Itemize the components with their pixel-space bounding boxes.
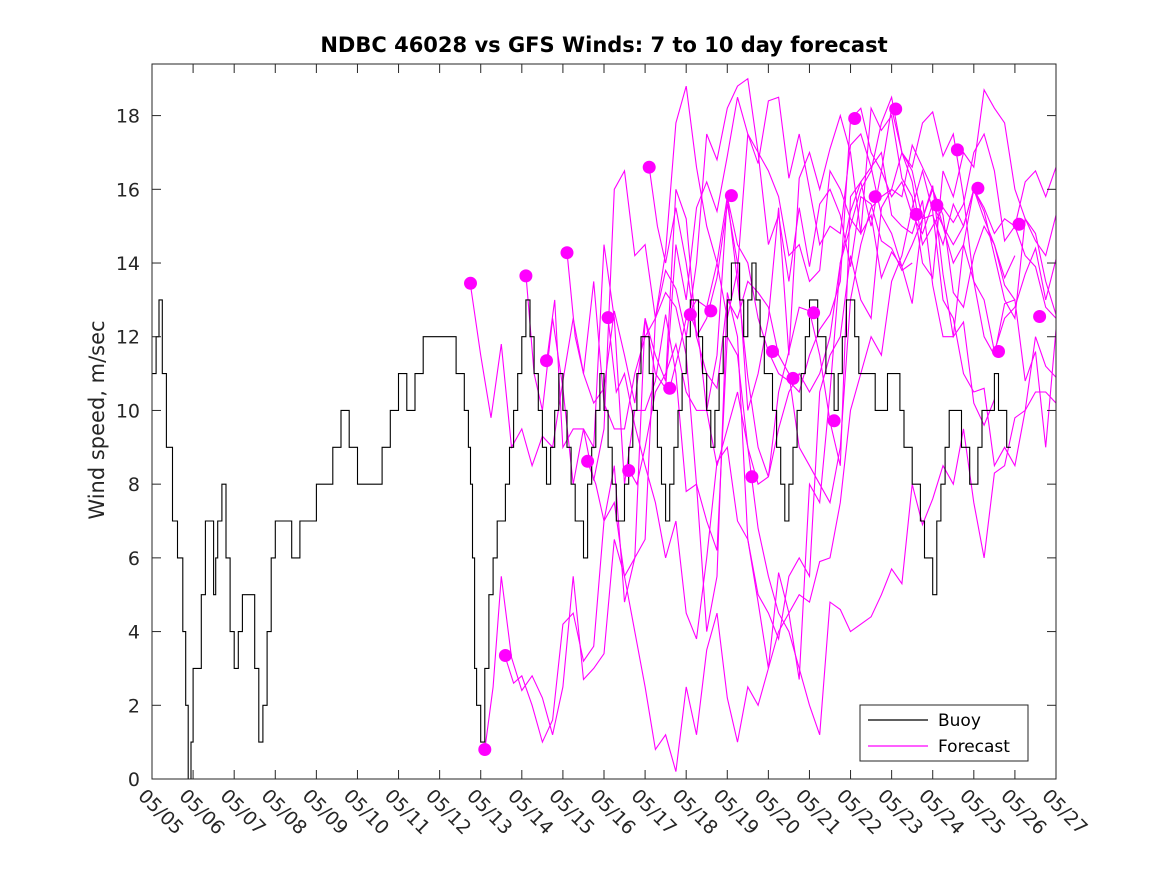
legend-box xyxy=(859,704,1029,762)
y-tick-label: 10 xyxy=(116,400,140,422)
forecast-marker-13 xyxy=(704,304,718,318)
y-tick-label: 18 xyxy=(116,106,140,128)
forecast-marker-6 xyxy=(560,246,574,260)
forecast-markers-group xyxy=(464,102,1047,756)
forecast-line-3 xyxy=(504,113,995,744)
forecast-marker-22 xyxy=(889,102,903,116)
forecast-marker-25 xyxy=(950,143,964,157)
forecast-marker-14 xyxy=(724,189,738,203)
forecast-marker-20 xyxy=(848,112,862,125)
y-tick-label: 14 xyxy=(116,253,140,275)
forecast-marker-12 xyxy=(683,308,697,322)
y-tick-label: 4 xyxy=(128,622,140,644)
y-tick-label: 16 xyxy=(116,179,140,201)
forecast-marker-11 xyxy=(663,381,677,395)
y-tick-label: 12 xyxy=(116,327,140,349)
forecast-marker-27 xyxy=(992,345,1005,358)
legend-forecast-label: Forecast xyxy=(938,737,1010,757)
forecast-marker-3 xyxy=(498,649,512,662)
forecast-line-9 xyxy=(628,95,1056,486)
forecast-marker-28 xyxy=(1012,217,1026,231)
chart-title: NDBC 46028 vs GFS Winds: 7 to 10 day for… xyxy=(320,33,887,57)
forecast-marker-23 xyxy=(909,207,923,221)
y-tick-label: 6 xyxy=(128,548,140,570)
y-tick-label: 2 xyxy=(128,695,140,717)
forecast-marker-10 xyxy=(642,160,656,174)
forecast-line-2 xyxy=(484,77,1056,750)
forecast-line-12 xyxy=(689,108,1016,477)
forecast-marker-18 xyxy=(807,306,821,320)
y-tick-label: 8 xyxy=(128,474,140,496)
forecast-marker-2 xyxy=(478,743,492,756)
forecast-marker-24 xyxy=(930,198,944,212)
legend: Buoy Forecast xyxy=(859,704,1029,762)
forecast-marker-26 xyxy=(971,181,985,195)
forecast-line-11 xyxy=(669,107,1056,394)
forecast-marker-16 xyxy=(766,345,779,358)
forecast-marker-21 xyxy=(868,190,882,204)
forecast-line-1 xyxy=(469,97,913,468)
y-axis-label: Wind speed, m/sec xyxy=(85,320,109,519)
forecast-marker-19 xyxy=(827,414,841,428)
y-axis-ticks: 0 2 4 6 8 10 12 14 16 18 xyxy=(116,106,1056,791)
forecast-marker-5 xyxy=(540,354,553,368)
forecast-marker-4 xyxy=(519,269,533,283)
forecast-line-7 xyxy=(587,168,1056,772)
forecast-marker-15 xyxy=(745,470,759,484)
forecast-marker-17 xyxy=(786,371,800,385)
y-tick-label: 0 xyxy=(128,769,140,791)
legend-buoy-label: Buoy xyxy=(938,711,981,731)
forecast-marker-1 xyxy=(464,276,477,290)
forecast-marker-29 xyxy=(1033,310,1047,323)
buoy-series-group xyxy=(152,262,1011,779)
forecast-marker-8 xyxy=(601,311,615,325)
forecast-marker-9 xyxy=(622,464,636,477)
forecast-line-8 xyxy=(607,110,1056,641)
buoy-line xyxy=(152,262,1011,779)
forecast-line-5 xyxy=(545,151,1056,680)
forecast-marker-7 xyxy=(581,454,595,468)
